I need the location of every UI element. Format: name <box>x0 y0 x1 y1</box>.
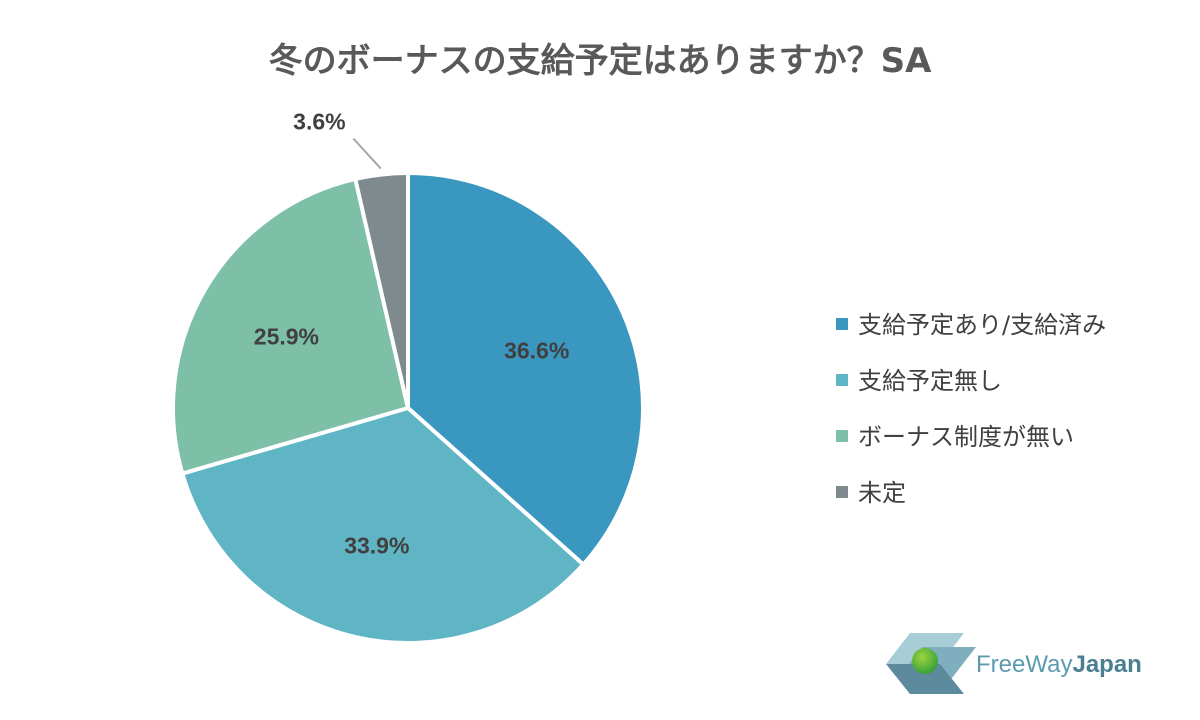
legend-label-2: 支給予定無し <box>858 367 1002 395</box>
logo-green-dot-icon <box>912 648 938 674</box>
legend-swatch-3 <box>836 430 848 442</box>
logo-text: FreeWayJapan <box>976 651 1142 678</box>
data-label-1: 36.6% <box>504 337 569 363</box>
data-label-2: 33.9% <box>344 533 409 559</box>
pie-slice-2 <box>180 406 586 645</box>
legend-swatch-2 <box>836 374 848 386</box>
data-labels: 36.6% 33.9% 25.9% 3.6% <box>254 108 569 558</box>
legend-label-3: ボーナス制度が無い <box>858 423 1074 451</box>
pie-slice-3 <box>171 176 410 476</box>
legend-swatch-4 <box>836 486 848 498</box>
freeway-japan-logo: FreeWayJapan <box>886 633 1142 694</box>
chart-title: 冬のボーナスの支給予定はありますか？SA <box>269 41 932 81</box>
logo-shape-front-icon <box>886 664 964 694</box>
legend-label-4: 未定 <box>858 479 906 507</box>
pie-slice-1 <box>406 171 645 567</box>
pie-slice-4 <box>353 171 410 410</box>
pie-slices <box>171 171 645 645</box>
logo-text-japan: Japan <box>1072 651 1141 678</box>
leader-line-4 <box>352 137 382 170</box>
legend-swatch-1 <box>836 318 848 330</box>
data-label-4: 3.6% <box>293 108 345 134</box>
legend-label-1: 支給予定あり/支給済み <box>858 311 1106 339</box>
data-label-3: 25.9% <box>254 324 319 350</box>
logo-text-freeway: FreeWay <box>976 651 1072 678</box>
leader-lines <box>352 137 382 170</box>
